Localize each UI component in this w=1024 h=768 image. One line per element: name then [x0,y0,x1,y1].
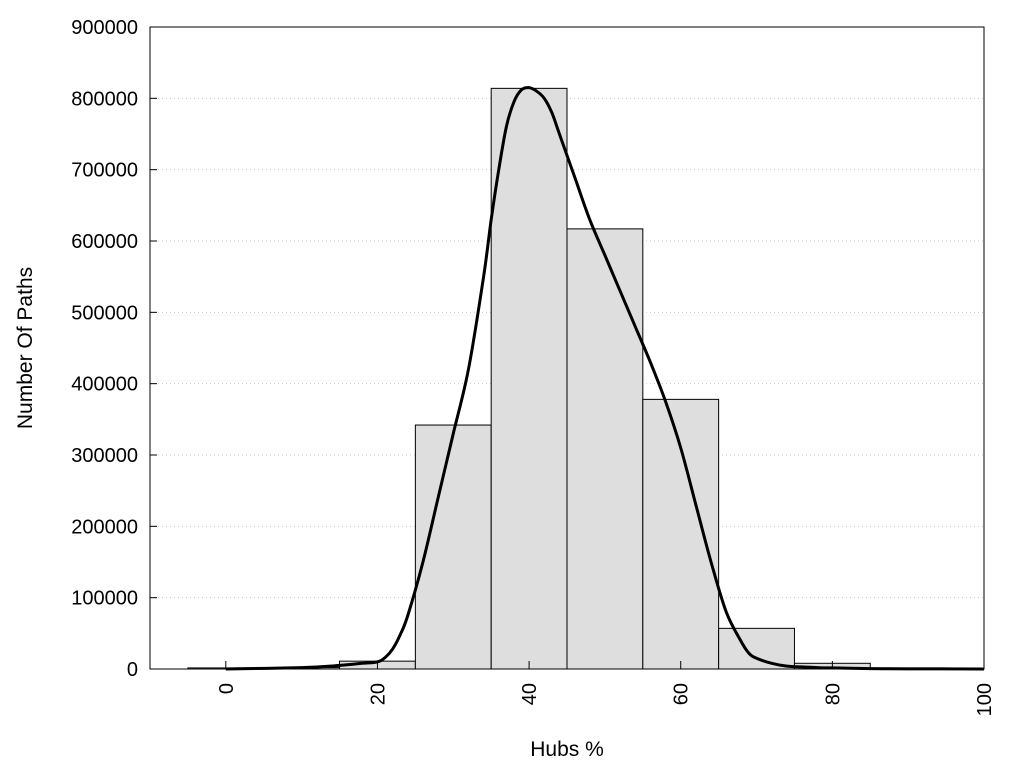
y-tick-label: 900000 [71,17,138,39]
histogram-bars [187,87,947,670]
plot-frame [149,26,985,670]
y-axis-ticks: 0 100000 200000 300000 400000 500000 600000 700… [71,17,157,681]
y-tick-label: 200000 [71,516,138,538]
y-tick-label: 600000 [71,231,138,253]
y-axis-title: Number Of Paths [14,267,37,429]
x-tick-label: 60 [671,683,693,705]
histogram-bar [642,398,720,670]
density-curve-group [225,86,985,671]
x-tick-label: 40 [519,683,541,705]
histogram-bar [490,87,568,670]
y-tick-label: 0 [127,659,138,681]
density-curve [225,86,985,671]
x-tick-label: 100 [974,683,996,716]
histogram-bar [566,228,644,670]
y-tick-label: 300000 [71,445,138,467]
y-tick-label: 800000 [71,88,138,110]
x-axis-ticks: 0 20 40 60 80 100 [216,661,996,716]
y-tick-label: 500000 [71,302,138,324]
x-tick-label: 20 [367,683,389,705]
y-tick-label: 100000 [71,588,138,610]
x-tick-label: 80 [822,683,844,705]
y-tick-label: 700000 [71,160,138,182]
x-axis-title: Hubs % [530,738,604,761]
histogram-bar [718,627,795,670]
y-tick-label: 400000 [71,374,138,396]
x-tick-label: 0 [216,683,238,694]
